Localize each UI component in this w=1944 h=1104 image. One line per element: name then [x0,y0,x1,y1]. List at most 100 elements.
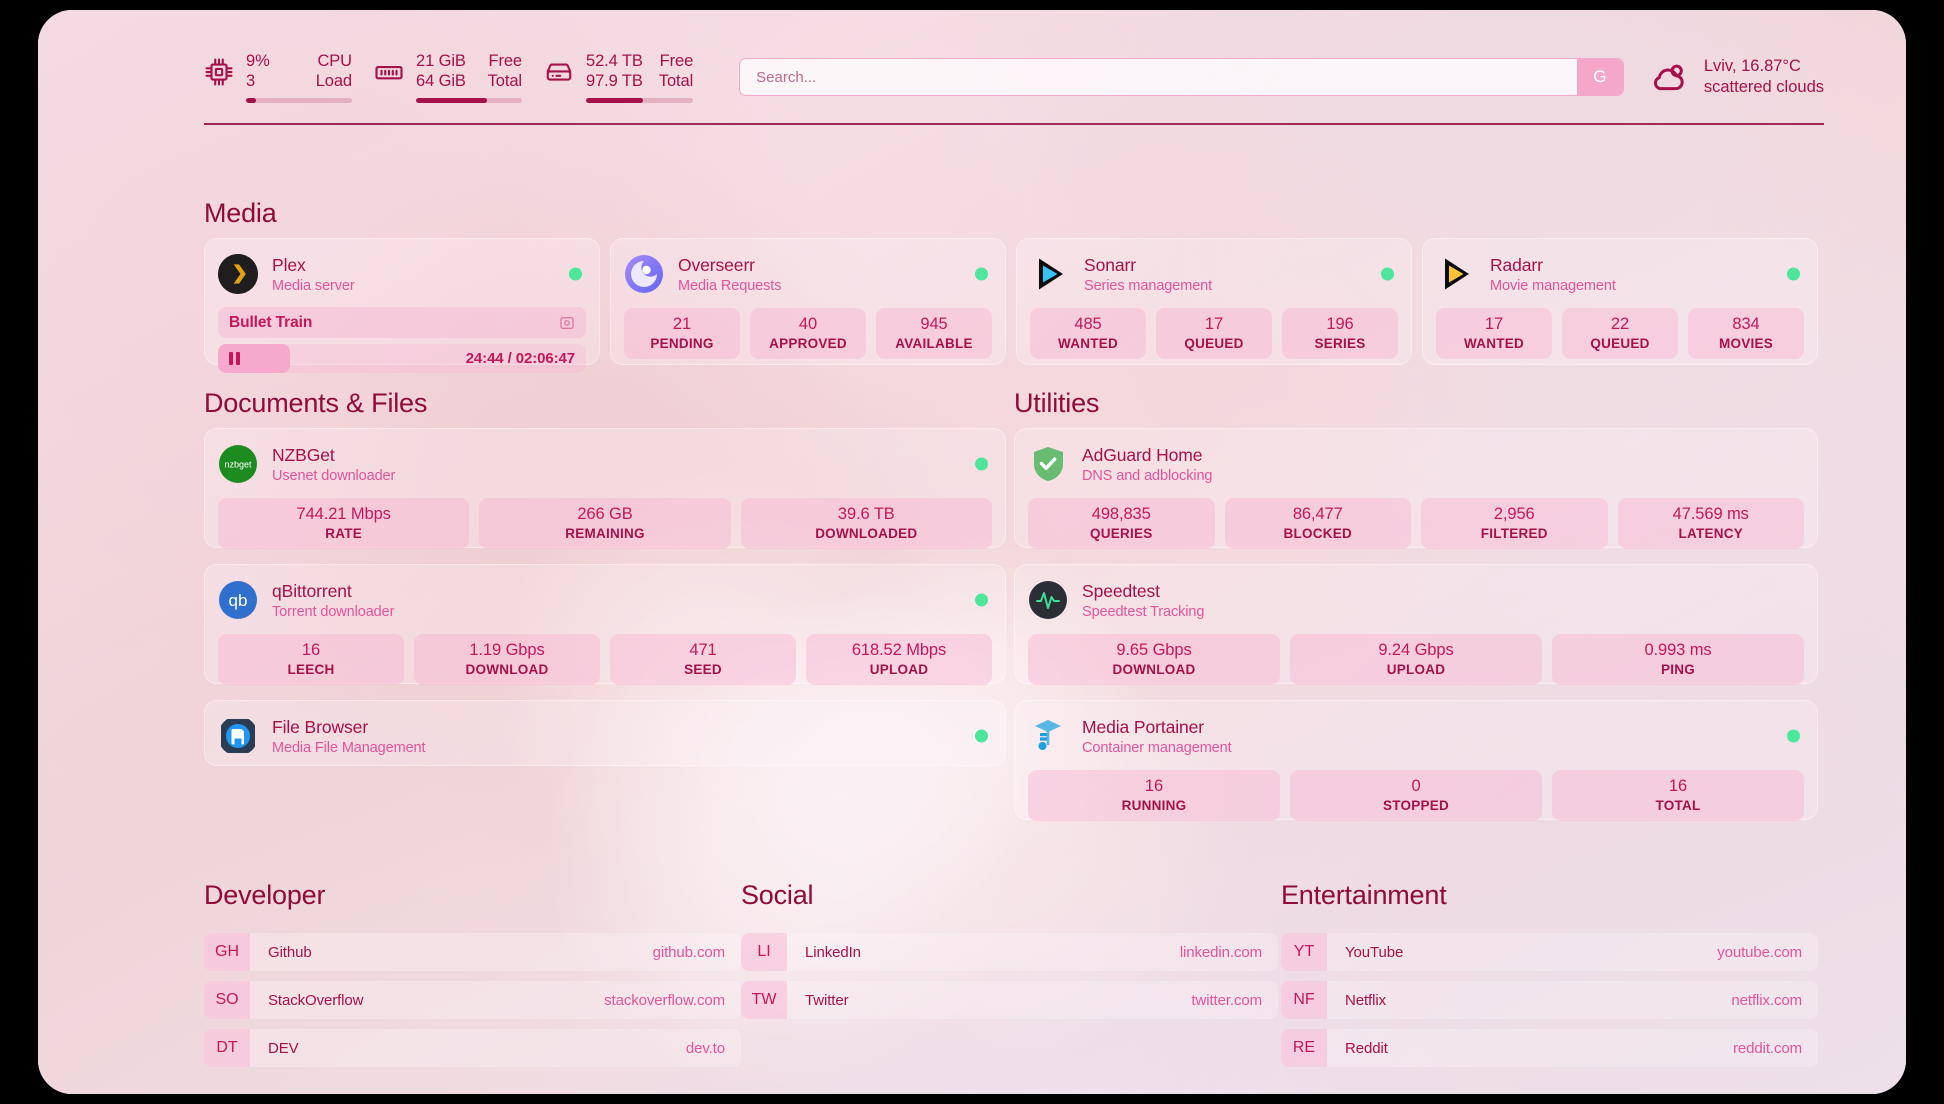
bookmark-item[interactable]: LI LinkedIn linkedin.com [741,933,1278,971]
filebrowser-subtitle: Media File Management [272,739,426,756]
service-card-overseerr[interactable]: Overseerr Media Requests 21 PENDING 40 A… [610,238,1006,365]
stat-label: PENDING [650,336,714,351]
qbittorrent-icon: qb [218,580,258,620]
bookmark-name: Github [268,943,312,961]
cpu-value-top: 9% [246,51,270,70]
dashboard-page: 9% CPU 3 Load [38,10,1906,1094]
bookmark-group-developer: Developer GH Github github.com SO StackO… [204,880,741,1077]
bookmark-item[interactable]: YT YouTube youtube.com [1281,933,1818,971]
overseerr-status-indicator [975,267,988,281]
search-input[interactable] [740,59,1577,95]
stat-label: RUNNING [1121,798,1187,813]
portainer-name: Media Portainer [1082,716,1205,737]
service-card-nzbget[interactable]: nzbget NZBGet Usenet downloader 744.21 M… [204,428,1006,549]
stat-value: 266 GB [577,505,633,523]
service-card-plex[interactable]: Plex Media server Bullet Train 24:44 / 0… [204,238,600,373]
qbittorrent-name: qBittorrent [272,580,352,601]
bookmark-abbr: LI [741,933,787,971]
filebrowser-status-indicator [975,729,988,743]
stat-tile: 9.65 Gbps DOWNLOAD [1028,634,1280,685]
section-title-media: Media [204,198,277,228]
stat-value: 618.52 Mbps [851,641,947,659]
section-title-documents: Documents & Files [204,388,428,418]
bookmark-item[interactable]: DT DEV dev.to [204,1029,741,1067]
service-card-speedtest[interactable]: Speedtest Speedtest Tracking 9.65 Gbps D… [1014,564,1818,685]
system-stat-memory: 21 GiB Free 64 GiB Total [374,52,522,103]
sonarr-icon [1030,254,1070,294]
weather-description: scattered clouds [1703,78,1824,96]
portainer-stats: 16 RUNNING 0 STOPPED 16 TOTAL [1028,770,1804,821]
service-card-radarr[interactable]: Radarr Movie management 17 WANTED 22 QUE… [1422,238,1818,365]
service-card-adguard[interactable]: AdGuard Home DNS and adblocking 498,835 … [1014,428,1818,549]
stat-value: 1.19 Gbps [469,641,545,659]
stat-value: 21 [672,315,692,333]
stat-tile: 196 SERIES [1282,308,1398,359]
plex-status-indicator [569,267,582,281]
speedtest-name: Speedtest [1082,580,1160,601]
stat-value: 17 [1484,315,1504,333]
sonarr-status-indicator [1381,267,1394,281]
cpu-label-bottom: Load [315,71,352,90]
bookmark-abbr: DT [204,1029,250,1067]
service-card-sonarr[interactable]: Sonarr Series management 485 WANTED 17 Q… [1016,238,1412,365]
bookmark-item[interactable]: TW Twitter twitter.com [741,981,1278,1019]
stat-label: DOWNLOAD [465,662,549,677]
stat-label: AVAILABLE [895,336,973,351]
bookmark-url: reddit.com [1732,1039,1802,1057]
stat-value: 16 [301,641,321,659]
nzbget-icon: nzbget [218,444,258,484]
stat-label: QUERIES [1089,526,1153,541]
plex-pause-button[interactable] [229,352,240,365]
plex-name: Plex [272,254,306,275]
weather-widget[interactable]: Lviv, 16.87°C scattered clouds [1650,57,1824,97]
stat-label: PING [1660,662,1695,677]
stat-tile: 485 WANTED [1030,308,1146,359]
overseerr-icon [624,254,664,294]
bookmark-group-title: Social [741,880,814,910]
bookmark-item[interactable]: NF Netflix netflix.com [1281,981,1818,1019]
stat-label: QUEUED [1184,336,1244,351]
stat-label: UPLOAD [1386,662,1446,677]
stat-tile: 17 WANTED [1436,308,1552,359]
stat-label: WANTED [1464,336,1524,351]
stat-value: 196 [1326,315,1354,333]
bookmark-abbr: TW [741,981,787,1019]
stat-value: 9.65 Gbps [1116,641,1192,659]
bookmark-group-title: Entertainment [1281,880,1447,910]
plex-progress-bar[interactable]: 24:44 / 02:06:47 [218,344,586,373]
service-card-qbittorrent[interactable]: qb qBittorrent Torrent downloader 16 LEE… [204,564,1006,685]
stat-tile: 9.24 Gbps UPLOAD [1290,634,1542,685]
bookmark-abbr: NF [1281,981,1327,1019]
svg-text:qb: qb [229,591,248,610]
service-card-portainer[interactable]: Media Portainer Container management 16 … [1014,700,1818,821]
stat-tile: 16 TOTAL [1552,770,1804,821]
bookmark-item[interactable]: RE Reddit reddit.com [1281,1029,1818,1067]
nzbget-name: NZBGet [272,444,335,465]
search-engine-button[interactable]: G [1576,59,1623,95]
disk-icon [544,57,574,87]
memory-value-top: 21 GiB [416,51,466,70]
stat-value: 744.21 Mbps [296,505,391,523]
bookmark-name: DEV [268,1039,299,1057]
adguard-stats: 498,835 QUERIES 86,477 BLOCKED 2,956 FIL… [1028,498,1804,549]
stat-tile: 21 PENDING [624,308,740,359]
cloud-icon [1650,57,1690,97]
section-title-utilities: Utilities [1014,388,1100,418]
qbittorrent-subtitle: Torrent downloader [272,603,395,620]
stat-value: 0 [1411,777,1421,795]
memory-icon [374,57,404,87]
stat-tile: 618.52 Mbps UPLOAD [806,634,992,685]
stat-label: STOPPED [1382,798,1450,813]
search-box[interactable]: G [739,58,1624,96]
stat-label: DOWNLOADED [815,526,918,541]
service-card-filebrowser[interactable]: File Browser Media File Management [204,700,1006,766]
bookmark-item[interactable]: GH Github github.com [204,933,741,971]
stat-value: 16 [1668,777,1688,795]
cpu-icon [204,57,234,87]
bookmark-name: YouTube [1345,943,1404,961]
bookmark-item[interactable]: SO StackOverflow stackoverflow.com [204,981,741,1019]
weather-location-temp: Lviv, 16.87°C [1703,57,1801,75]
cpu-label-top: CPU [317,51,352,70]
stat-label: MOVIES [1718,336,1773,351]
cast-icon[interactable] [559,315,575,331]
